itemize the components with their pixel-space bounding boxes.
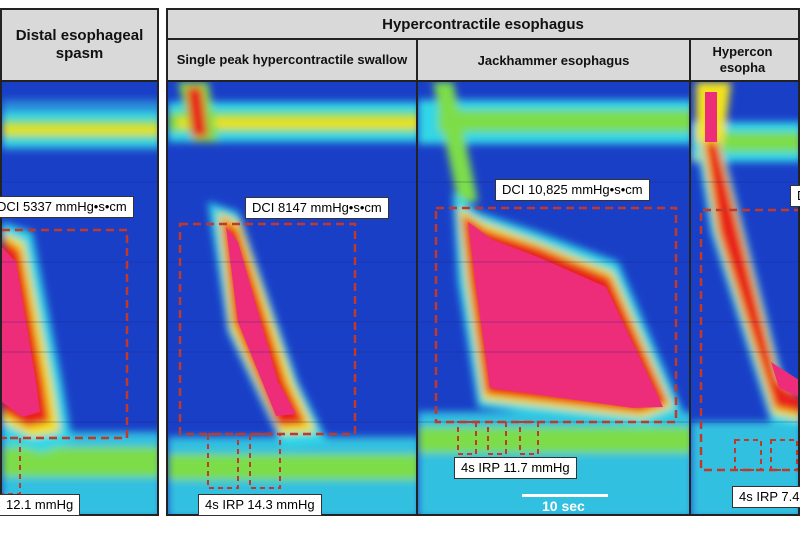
panel-distal-esophageal-spasm xyxy=(0,80,159,516)
pressure-topography-2 xyxy=(168,82,416,514)
panel-single-peak xyxy=(166,80,418,516)
header-jackhammer: Jackhammer esophagus xyxy=(416,38,691,82)
irp-label-partial: 4s IRP 7.4 xyxy=(732,486,800,508)
panel-hypercontractile-partial xyxy=(689,80,800,516)
header-single-peak: Single peak hypercontractile swallow xyxy=(166,38,418,82)
header-distal-esophageal-spasm: Distal esophageal spasm xyxy=(0,8,159,82)
irp-label-jackhammer: 4s IRP 11.7 mmHg xyxy=(454,457,577,479)
header-hypercontractile-esophagus: Hypercontractile esophagus xyxy=(166,8,800,40)
header-group-label: Hypercontractile esophagus xyxy=(382,15,584,33)
header-jackhammer-label: Jackhammer esophagus xyxy=(477,52,630,68)
irp-label-distal: 12.1 mmHg xyxy=(0,494,81,516)
pressure-topography-1 xyxy=(2,82,157,514)
header-single-peak-label: Single peak hypercontractile swallow xyxy=(176,52,408,67)
header-hypercontractile-partial: Hypercon esopha xyxy=(689,38,800,82)
header-distal-label: Distal esophageal spasm xyxy=(15,27,144,62)
dci-label-jackhammer: DCI 10,825 mmHg•s•cm xyxy=(495,179,650,201)
pressure-topography-3 xyxy=(418,82,689,514)
dci-label-distal: DCI 5337 mmHg•s•cm xyxy=(0,196,134,218)
irp-label-single-peak: 4s IRP 14.3 mmHg xyxy=(198,494,322,516)
panel-jackhammer: 10 sec xyxy=(416,80,691,516)
dci-label-partial: D xyxy=(790,185,800,207)
scale-label: 10 sec xyxy=(542,498,585,514)
bottom-margin xyxy=(0,516,800,533)
scale-bar xyxy=(522,494,608,497)
dci-label-single-peak: DCI 8147 mmHg•s•cm xyxy=(245,197,389,219)
header-partial-label: Hypercon esopha xyxy=(712,44,773,75)
pressure-topography-4 xyxy=(691,82,798,514)
